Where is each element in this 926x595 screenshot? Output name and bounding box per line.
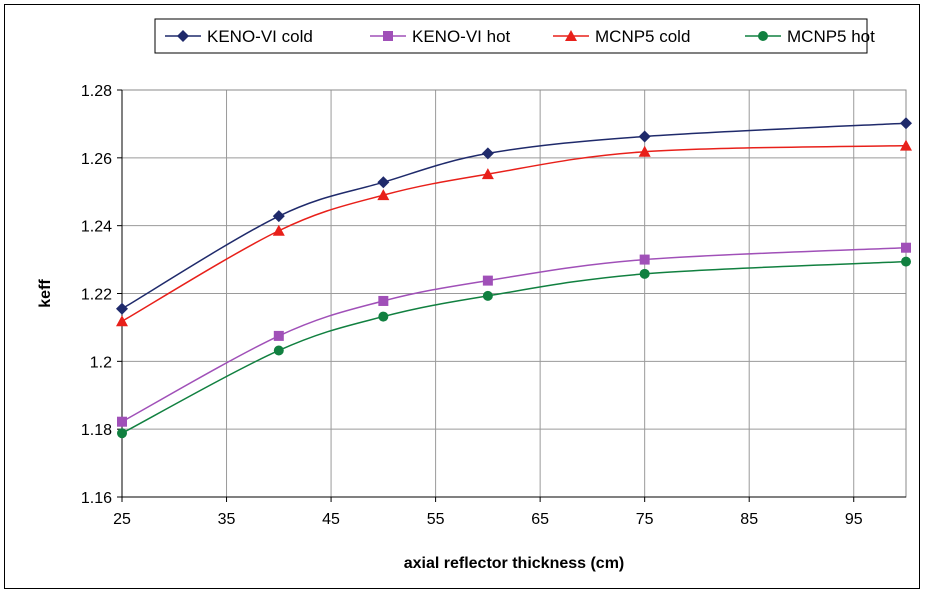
- data-point-mcnp5-hot: [639, 268, 650, 279]
- data-point-mcnp5-hot: [378, 311, 389, 322]
- data-point-keno-vi-cold: [272, 210, 285, 223]
- legend-label-mcnp5-hot: MCNP5 hot: [787, 27, 875, 46]
- data-point-mcnp5-cold: [377, 189, 390, 201]
- x-tick-label: 45: [322, 511, 340, 528]
- x-tick-label: 85: [740, 511, 758, 528]
- legend-label-mcnp5-cold: MCNP5 cold: [595, 27, 690, 46]
- data-point-keno-vi-cold: [377, 176, 390, 189]
- data-point-keno-vi-hot: [482, 275, 493, 286]
- x-axis-title: axial reflector thickness (cm): [404, 555, 625, 572]
- data-point-keno-vi-hot: [901, 242, 911, 253]
- y-tick-label: 1.28: [81, 83, 112, 100]
- data-point-mcnp5-cold: [900, 139, 912, 151]
- y-axis-title: keff: [37, 279, 54, 308]
- data-point-mcnp5-cold: [481, 168, 494, 180]
- y-tick-label: 1.18: [81, 422, 112, 439]
- data-point-keno-vi-hot: [378, 295, 389, 306]
- data-point-mcnp5-cold: [272, 224, 285, 236]
- x-tick-label: 25: [113, 511, 131, 528]
- data-point-keno-vi-cold: [900, 117, 912, 130]
- x-tick-label: 65: [531, 511, 549, 528]
- data-point-keno-vi-cold: [116, 302, 128, 315]
- x-tick-label: 55: [427, 511, 445, 528]
- data-point-keno-vi-hot: [117, 416, 127, 427]
- data-point-keno-vi-cold: [481, 147, 494, 160]
- y-tick-label: 1.26: [81, 151, 112, 168]
- series-line-keno-vi-hot: [121, 246, 907, 423]
- data-point-mcnp5-hot: [901, 256, 911, 267]
- x-tick-label: 95: [845, 511, 863, 528]
- series-line-mcnp5-cold: [121, 144, 907, 322]
- y-tick-label: 1.22: [81, 287, 112, 304]
- data-point-mcnp5-hot: [482, 290, 493, 301]
- y-tick-label: 1.16: [81, 490, 112, 507]
- legend-marker-mcnp5-hot: [758, 31, 768, 41]
- data-point-keno-vi-hot: [639, 254, 650, 265]
- data-point-keno-vi-cold: [638, 130, 651, 143]
- data-point-keno-vi-hot: [273, 330, 284, 341]
- data-point-mcnp5-hot: [273, 345, 284, 356]
- legend-label-keno-vi-hot: KENO-VI hot: [412, 27, 511, 46]
- legend-marker-keno-vi-cold: [177, 30, 189, 42]
- data-point-mcnp5-cold: [638, 145, 651, 157]
- data-point-mcnp5-hot: [117, 428, 127, 439]
- y-tick-label: 1.2: [90, 354, 112, 371]
- data-point-mcnp5-cold: [116, 315, 128, 327]
- series-line-mcnp5-hot: [121, 260, 907, 434]
- legend-marker-keno-vi-hot: [383, 31, 393, 41]
- legend-label-keno-vi-cold: KENO-VI cold: [207, 27, 313, 46]
- x-tick-label: 75: [636, 511, 654, 528]
- legend-marker-mcnp5-cold: [565, 30, 577, 41]
- x-tick-label: 35: [218, 511, 236, 528]
- y-tick-label: 1.24: [81, 219, 112, 236]
- series-line-keno-vi-cold: [121, 122, 907, 310]
